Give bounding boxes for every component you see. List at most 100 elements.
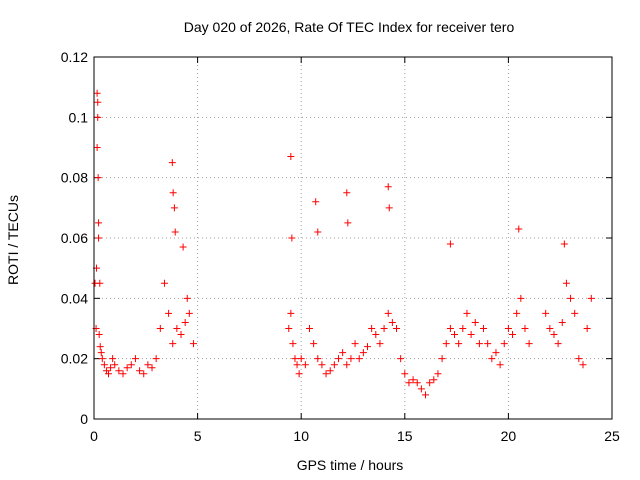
data-point xyxy=(521,325,529,332)
data-point xyxy=(546,325,554,332)
data-point xyxy=(397,355,405,363)
y-tick-label: 0.04 xyxy=(61,290,88,306)
data-point xyxy=(567,294,575,302)
data-point xyxy=(517,294,525,302)
data-point xyxy=(318,361,326,369)
data-point xyxy=(301,361,309,369)
data-point xyxy=(127,361,135,369)
data-point xyxy=(434,370,442,378)
data-point xyxy=(169,189,177,197)
data-point xyxy=(185,309,193,317)
data-point xyxy=(94,174,102,182)
data-point xyxy=(152,355,160,363)
data-point xyxy=(181,318,189,326)
data-point xyxy=(550,331,558,339)
data-point xyxy=(136,367,144,375)
data-point xyxy=(542,309,550,317)
data-points xyxy=(91,89,595,399)
data-point xyxy=(446,325,454,332)
grid xyxy=(94,57,612,419)
data-point xyxy=(115,367,123,375)
data-point xyxy=(160,279,168,287)
data-point xyxy=(98,355,106,363)
data-point xyxy=(285,325,293,332)
data-point xyxy=(326,367,334,375)
data-point xyxy=(401,370,409,378)
data-point xyxy=(343,361,351,369)
data-point xyxy=(515,225,523,233)
data-point xyxy=(393,325,401,332)
data-point xyxy=(347,355,355,363)
data-point xyxy=(95,219,103,227)
data-point xyxy=(446,240,454,248)
data-point xyxy=(359,349,367,357)
plot-frame xyxy=(93,56,613,420)
data-point xyxy=(344,219,352,227)
data-point xyxy=(177,331,185,339)
y-tick-label: 0.12 xyxy=(61,49,88,65)
data-point xyxy=(144,361,152,369)
data-point xyxy=(287,309,295,317)
data-point xyxy=(384,183,392,191)
y-tick-label: 0.02 xyxy=(61,351,88,367)
data-point xyxy=(95,234,103,242)
data-point xyxy=(314,228,322,236)
y-axis-label: ROTI / TECUs xyxy=(5,195,21,285)
data-point xyxy=(496,361,504,369)
data-point xyxy=(96,279,104,287)
data-point xyxy=(330,361,338,369)
data-point xyxy=(165,309,173,317)
data-point xyxy=(314,355,322,363)
data-point xyxy=(451,331,459,339)
data-point xyxy=(156,325,164,332)
data-point xyxy=(558,318,566,326)
chart-title: Day 020 of 2026, Rate Of TEC Index for r… xyxy=(184,19,515,35)
data-point xyxy=(355,355,363,363)
data-point xyxy=(422,391,430,399)
data-point xyxy=(417,385,425,393)
data-point xyxy=(97,349,105,357)
x-tick-label: 5 xyxy=(194,428,202,444)
data-point xyxy=(291,355,299,363)
data-point xyxy=(168,159,176,167)
data-point xyxy=(525,340,533,348)
data-point xyxy=(459,325,467,332)
data-point xyxy=(93,89,101,97)
ticks: 0 5 10 15 20 25 0 0.02 0.04 0.06 0.08 0.1 0.12 xyxy=(61,49,620,444)
data-point xyxy=(339,349,347,357)
x-tick-label: 25 xyxy=(604,428,620,444)
data-point xyxy=(111,361,119,369)
data-point xyxy=(562,279,570,287)
data-point xyxy=(513,309,521,317)
data-point xyxy=(413,379,421,387)
data-point xyxy=(94,98,102,106)
data-point xyxy=(575,355,583,363)
data-point xyxy=(509,331,517,339)
x-tick-label: 20 xyxy=(501,428,517,444)
data-point xyxy=(409,376,417,384)
data-point xyxy=(380,325,388,332)
data-point xyxy=(94,113,102,121)
data-point xyxy=(170,204,178,212)
data-point xyxy=(171,228,179,236)
data-point xyxy=(100,361,108,369)
data-point xyxy=(488,355,496,363)
data-point xyxy=(109,355,117,363)
data-point xyxy=(297,355,305,363)
data-point xyxy=(388,318,396,326)
x-tick-label: 10 xyxy=(293,428,309,444)
data-point xyxy=(500,340,508,348)
data-point xyxy=(455,340,463,348)
data-point xyxy=(322,370,330,378)
data-point xyxy=(385,204,393,212)
data-point xyxy=(343,189,351,197)
data-point xyxy=(438,355,446,363)
data-point xyxy=(140,370,148,378)
data-point xyxy=(312,198,320,206)
data-point xyxy=(492,349,500,357)
y-tick-label: 0.06 xyxy=(61,230,88,246)
data-point xyxy=(95,331,103,339)
data-point xyxy=(351,340,359,348)
data-point xyxy=(289,340,297,348)
data-point xyxy=(475,340,483,348)
